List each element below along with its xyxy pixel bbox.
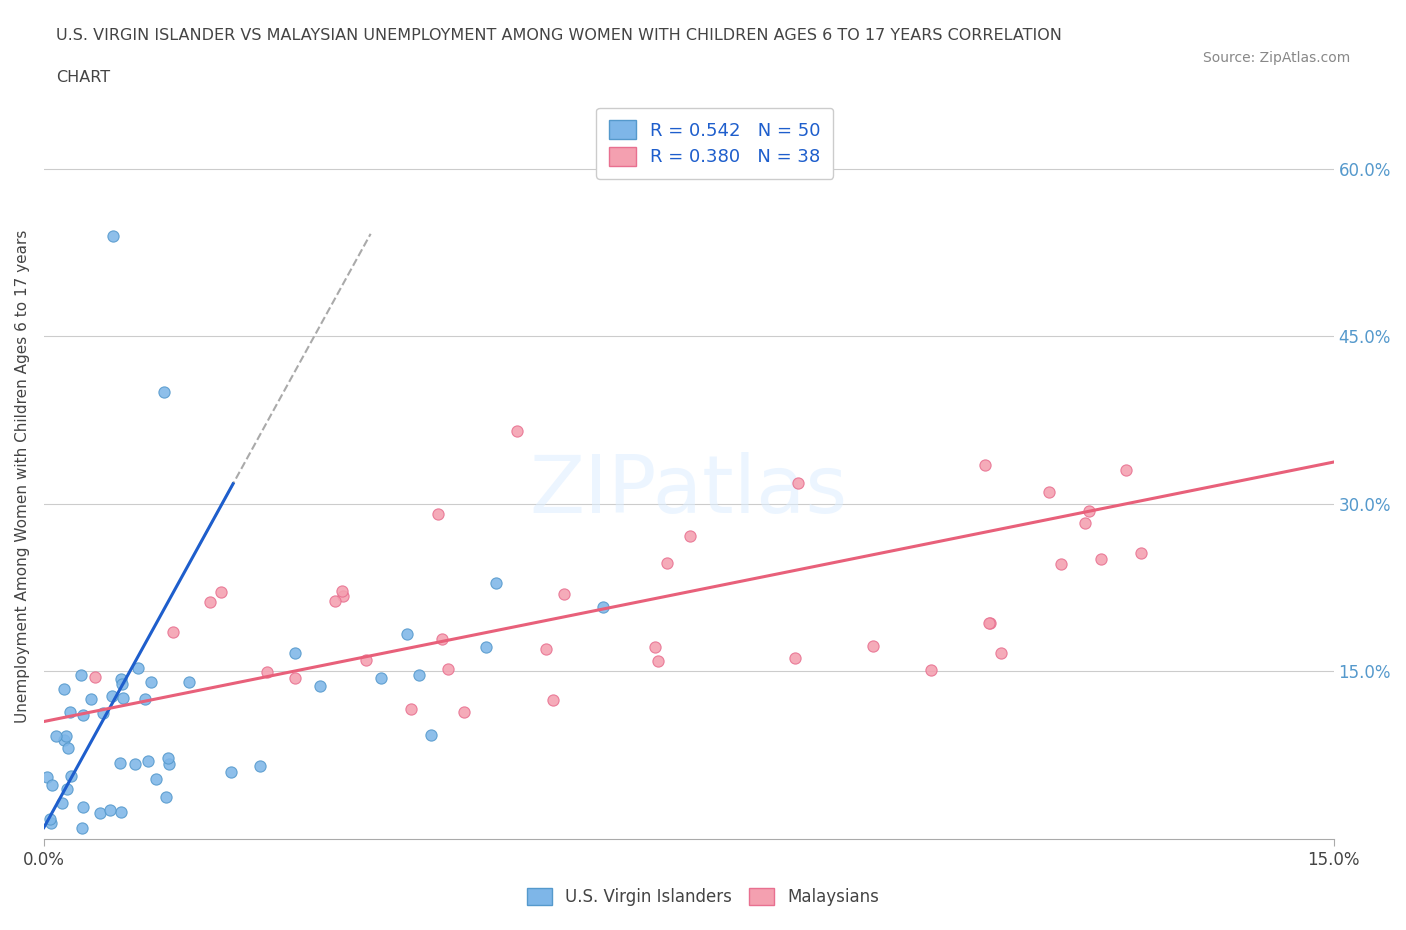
Point <box>437 661 460 676</box>
Point <box>1077 504 1099 519</box>
Text: ZIPatlas: ZIPatlas <box>530 451 848 529</box>
Point <box>72 707 94 722</box>
Point <box>60 768 83 783</box>
Point <box>284 671 307 685</box>
Point <box>179 675 201 690</box>
Point <box>83 670 105 684</box>
Point <box>534 642 557 657</box>
Point <box>1050 556 1073 571</box>
Point <box>219 764 242 779</box>
Point <box>124 757 146 772</box>
Point <box>136 753 159 768</box>
Point <box>783 651 806 666</box>
Text: Source: ZipAtlas.com: Source: ZipAtlas.com <box>1202 51 1350 65</box>
Point <box>56 740 79 755</box>
Legend: R = 0.542   N = 50, R = 0.380   N = 38: R = 0.542 N = 50, R = 0.380 N = 38 <box>596 108 834 179</box>
Point <box>41 777 63 792</box>
Point <box>679 528 702 543</box>
Point <box>256 665 278 680</box>
Point <box>198 594 221 609</box>
Point <box>111 676 134 691</box>
Point <box>920 663 942 678</box>
Point <box>145 772 167 787</box>
Point <box>101 229 124 244</box>
Point <box>506 424 529 439</box>
Point <box>787 475 810 490</box>
Point <box>543 692 565 707</box>
Point <box>80 692 103 707</box>
Point <box>153 385 176 400</box>
Point <box>53 682 76 697</box>
Point <box>979 616 1001 631</box>
Point <box>309 678 332 693</box>
Point <box>110 755 132 770</box>
Point <box>485 576 508 591</box>
Text: CHART: CHART <box>56 70 110 85</box>
Point <box>432 632 454 647</box>
Point <box>354 652 377 667</box>
Point <box>330 584 353 599</box>
Point <box>59 704 82 719</box>
Point <box>1115 462 1137 477</box>
Point <box>127 660 149 675</box>
Point <box>162 625 184 640</box>
Point <box>592 599 614 614</box>
Point <box>209 584 232 599</box>
Point <box>100 688 122 703</box>
Point <box>72 799 94 814</box>
Point <box>475 640 498 655</box>
Point <box>284 646 307 661</box>
Point <box>647 653 669 668</box>
Point <box>157 757 180 772</box>
Point <box>51 795 73 810</box>
Point <box>91 706 114 721</box>
Point <box>155 790 177 804</box>
Point <box>396 626 419 641</box>
Point <box>53 733 76 748</box>
Point <box>38 812 60 827</box>
Point <box>111 690 134 705</box>
Point <box>41 816 63 830</box>
Point <box>453 705 475 720</box>
Point <box>655 555 678 570</box>
Point <box>370 671 392 685</box>
Point <box>110 671 132 686</box>
Point <box>644 640 666 655</box>
Y-axis label: Unemployment Among Women with Children Ages 6 to 17 years: Unemployment Among Women with Children A… <box>15 230 30 723</box>
Point <box>1090 551 1112 566</box>
Point <box>249 759 271 774</box>
Point <box>55 728 77 743</box>
Point <box>35 770 58 785</box>
Point <box>157 751 180 765</box>
Point <box>408 668 430 683</box>
Point <box>974 458 997 472</box>
Point <box>1073 516 1095 531</box>
Point <box>110 804 132 819</box>
Point <box>427 506 450 521</box>
Point <box>399 701 422 716</box>
Point <box>1129 545 1152 560</box>
Point <box>70 668 93 683</box>
Point <box>862 638 884 653</box>
Point <box>553 587 575 602</box>
Legend: U.S. Virgin Islanders, Malaysians: U.S. Virgin Islanders, Malaysians <box>520 881 886 912</box>
Point <box>990 645 1012 660</box>
Point <box>45 728 67 743</box>
Point <box>141 674 163 689</box>
Text: U.S. VIRGIN ISLANDER VS MALAYSIAN UNEMPLOYMENT AMONG WOMEN WITH CHILDREN AGES 6 : U.S. VIRGIN ISLANDER VS MALAYSIAN UNEMPL… <box>56 28 1062 43</box>
Point <box>332 589 354 604</box>
Point <box>420 727 443 742</box>
Point <box>98 803 121 817</box>
Point <box>323 593 346 608</box>
Point <box>134 691 156 706</box>
Point <box>56 781 79 796</box>
Point <box>89 805 111 820</box>
Point <box>70 820 93 835</box>
Point <box>1038 485 1060 499</box>
Point <box>979 615 1001 630</box>
